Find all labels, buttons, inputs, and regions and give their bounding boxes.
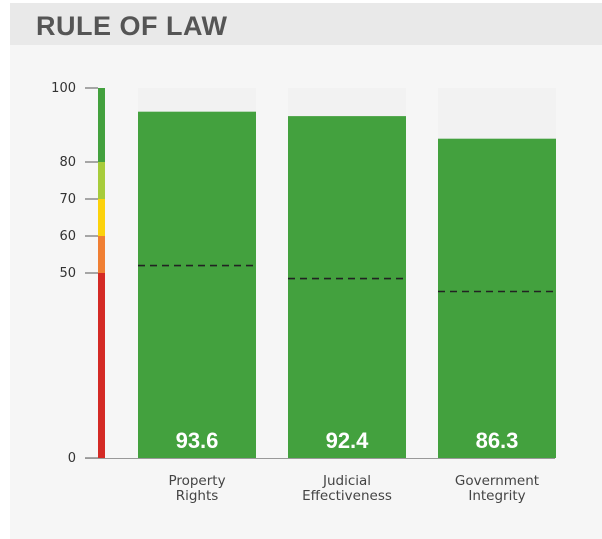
- category-label-2-line1: Government: [455, 473, 539, 489]
- scale-band-0: [98, 273, 105, 458]
- y-axis: 0 50 60 70 80 100: [51, 81, 555, 466]
- scale-band-2: [98, 199, 105, 236]
- bar-0: [138, 111, 256, 459]
- scale-band-1: [98, 236, 105, 273]
- chart-title: RULE OF LAW: [36, 11, 228, 41]
- y-tick-label-3: 70: [59, 192, 76, 207]
- y-tick-label-4: 80: [59, 155, 76, 170]
- chart-header: RULE OF LAW: [10, 3, 602, 45]
- bar-2: [438, 138, 556, 458]
- category-label-0-line1: Property: [168, 473, 225, 489]
- value-label-2: 86.3: [476, 428, 519, 453]
- category-label-1-line2: Effectiveness: [302, 488, 392, 504]
- category-label-1-line1: Judicial: [322, 473, 371, 489]
- scale-band-4: [98, 88, 105, 162]
- scale-band-3: [98, 162, 105, 199]
- y-tick-label-0: 0: [68, 451, 76, 466]
- y-tick-label-1: 50: [59, 266, 76, 281]
- category-label-2-line2: Integrity: [468, 488, 525, 504]
- bars: 93.6 92.4 86.3: [138, 88, 556, 459]
- score-scale-bar: [98, 88, 105, 458]
- value-label-1: 92.4: [326, 428, 370, 453]
- y-tick-label-5: 100: [51, 81, 76, 96]
- y-tick-label-2: 60: [59, 229, 76, 244]
- bar-1: [288, 116, 406, 459]
- value-label-0: 93.6: [176, 428, 219, 453]
- category-label-0-line2: Rights: [176, 488, 219, 504]
